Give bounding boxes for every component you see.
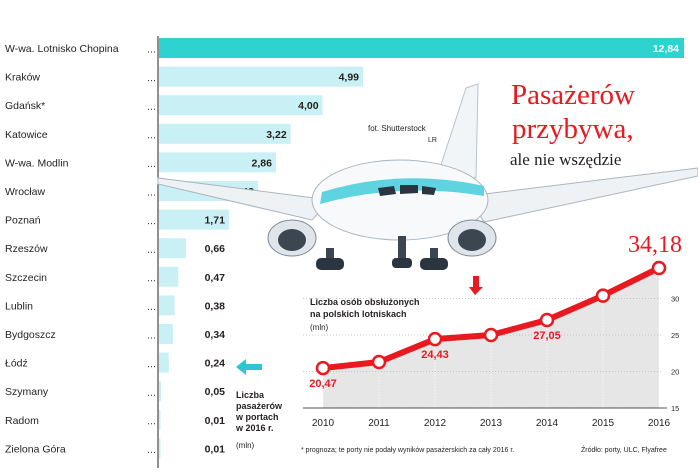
footnote-source: Źródło: porty, ULC, Flyafree xyxy=(581,445,667,454)
bar-value-label: 0,01 xyxy=(205,415,226,427)
bar-legend: Liczba pasażerów w portach w 2016 r. (ml… xyxy=(235,359,283,450)
bar-legend-line4: w 2016 r. xyxy=(235,423,274,433)
bar-value-label: 3,22 xyxy=(266,129,287,141)
headline-title-line1: Pasażerów xyxy=(511,79,635,111)
bar xyxy=(159,66,364,87)
arrow-left-icon xyxy=(236,359,262,375)
headline-subtitle: ale nie wszędzie xyxy=(510,150,621,169)
bar-category-label: W-wa. Lotnisko Chopina xyxy=(5,43,119,55)
bar-category-label: Lublin xyxy=(5,300,33,312)
bar-legend-line2: pasażerów xyxy=(236,401,283,411)
x-tick-label: 2011 xyxy=(368,418,390,429)
bar-chart-labels: W-wa. Lotnisko Chopina Kraków Gdańsk* Katow… xyxy=(5,43,157,455)
line-chart: 15 20 25 30 2010 20,47 2011 2012 24,43 2013 2014 27… xyxy=(303,232,682,429)
data-point xyxy=(371,354,387,370)
data-point xyxy=(427,331,443,347)
bar-value-label: 0,38 xyxy=(205,300,226,312)
bar xyxy=(159,438,161,459)
y-tick-label: 30 xyxy=(671,295,679,304)
photo-credit-initials: LR xyxy=(428,137,437,144)
x-tick-label: 2013 xyxy=(480,418,503,429)
bar-category-label: Łódź xyxy=(5,358,28,370)
bar xyxy=(159,238,186,259)
bar-value-label: 0,05 xyxy=(205,386,226,398)
bar-legend-line3: w portach xyxy=(235,412,279,422)
bar-category-label: Wrocław xyxy=(5,186,45,198)
bar-category-label: Poznań xyxy=(5,215,41,227)
data-value-label: 24,43 xyxy=(421,349,449,361)
bar-value-label: 0,66 xyxy=(205,243,226,255)
bar-category-label: Zielona Góra xyxy=(5,443,66,455)
data-point xyxy=(315,360,331,376)
data-value-label: 20,47 xyxy=(309,378,337,390)
headline-title-line2: przybywa, xyxy=(512,113,634,145)
y-tick-label: 25 xyxy=(671,331,679,340)
x-tick-label: 2014 xyxy=(536,418,559,429)
bar-category-label: Gdańsk* xyxy=(5,100,45,112)
photo-credit: fot. Shutterstock xyxy=(368,124,427,133)
bar xyxy=(159,324,173,344)
bar-value-label: 4,99 xyxy=(339,72,360,84)
bar-category-label: Szczecin xyxy=(5,272,47,284)
bar-value-label: 0,34 xyxy=(205,329,226,341)
bar xyxy=(159,123,291,144)
bar-category-label: Radom xyxy=(5,415,39,427)
y-tick-label: 15 xyxy=(671,404,679,413)
x-tick-label: 2012 xyxy=(424,418,447,429)
bar xyxy=(159,266,179,287)
airplane-illustration xyxy=(157,83,698,270)
bar xyxy=(159,295,175,316)
bar xyxy=(159,152,276,173)
data-value-label: 34,18 xyxy=(628,232,682,258)
line-legend: Liczba osób obsłużonych na polskich lotn… xyxy=(310,276,483,332)
bar-value-label: 1,71 xyxy=(204,215,225,227)
bar-category-label: W-wa. Modlin xyxy=(5,157,69,169)
bar-value-label: 0,47 xyxy=(205,272,226,284)
x-tick-label: 2016 xyxy=(648,418,671,429)
x-tick-label: 2010 xyxy=(312,418,335,429)
bar-value-label: 0,24 xyxy=(205,358,226,370)
bar xyxy=(159,209,229,230)
bar-value-label: 0,01 xyxy=(205,443,226,455)
bar xyxy=(159,409,161,430)
data-point xyxy=(483,327,499,343)
line-legend-line1: Liczba osób obsłużonych xyxy=(310,297,420,307)
bar-category-label: Katowice xyxy=(5,129,48,141)
bar-legend-unit: (mln) xyxy=(236,441,255,450)
line-legend-line2: na polskich lotniskach xyxy=(310,309,407,319)
bar xyxy=(159,38,684,58)
bar-legend-line1: Liczba xyxy=(236,390,265,400)
bar xyxy=(159,352,169,373)
footnote-prognosis: * prognoza; te porty nie podały wyników … xyxy=(301,447,514,454)
data-value-label: 27,05 xyxy=(533,330,561,342)
bar-value-label: 12,84 xyxy=(653,43,679,55)
arrow-down-icon xyxy=(469,276,483,295)
bar-category-label: Kraków xyxy=(5,72,40,84)
data-point xyxy=(595,288,611,303)
data-point xyxy=(539,312,555,328)
bar-value-label: 2,86 xyxy=(252,157,273,169)
bar-category-label: Bydgoszcz xyxy=(5,329,56,341)
bar xyxy=(159,381,162,402)
line-legend-unit: (mln) xyxy=(310,323,329,332)
y-tick-label: 20 xyxy=(671,368,679,377)
bar-value-label: 4,00 xyxy=(298,100,319,112)
bar-category-label: Rzeszów xyxy=(5,243,48,255)
bar xyxy=(159,95,323,116)
bar-category-label: Szymany xyxy=(5,386,49,398)
data-point xyxy=(651,260,667,276)
bar-chart: 12,844,994,003,222,862,421,710,660,470,3… xyxy=(157,36,684,468)
x-tick-label: 2015 xyxy=(592,418,615,429)
